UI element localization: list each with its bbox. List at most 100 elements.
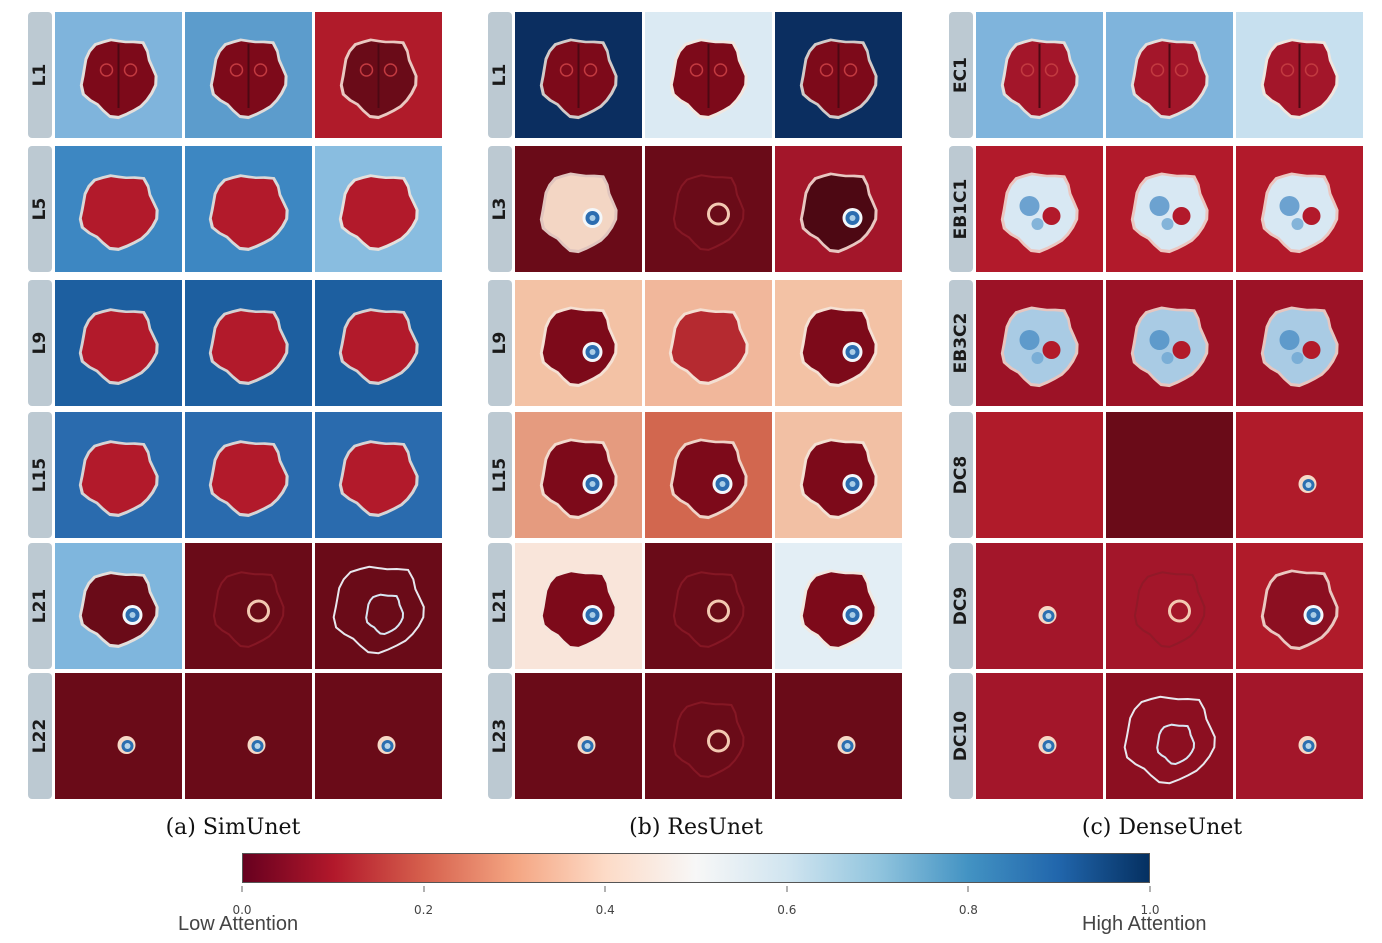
attention-map-tile xyxy=(645,412,772,538)
attention-map-tile xyxy=(515,673,642,799)
attention-map-tile xyxy=(185,280,312,406)
attention-map-tile xyxy=(55,412,182,538)
attention-map-tile xyxy=(185,543,312,669)
colorbar-tick-label: 0.0 xyxy=(232,903,252,917)
layer-label: DC8 xyxy=(949,412,973,538)
layer-label-text: DC10 xyxy=(951,710,971,762)
attention-map-tile xyxy=(55,543,182,669)
colorbar-tick-label: 0.8 xyxy=(958,903,978,917)
layer-label-text: EB3C2 xyxy=(951,312,971,374)
attention-map-tile xyxy=(976,12,1103,138)
attention-map-tile xyxy=(315,673,442,799)
attention-map-tile xyxy=(976,673,1103,799)
attention-map-tile xyxy=(315,412,442,538)
layer-label-text: EB1C1 xyxy=(951,178,971,240)
attention-map-tile xyxy=(1106,146,1233,272)
layer-label-text: L15 xyxy=(30,457,50,493)
attention-map-tile xyxy=(775,12,902,138)
attention-map-tile xyxy=(775,412,902,538)
layer-label: EB3C2 xyxy=(949,280,973,406)
colorbar-tick-label: 0.2 xyxy=(414,903,434,917)
attention-map-tile xyxy=(315,12,442,138)
colorbar-tick-mark xyxy=(423,886,425,892)
colorbar-tick-mark xyxy=(967,886,969,892)
attention-colorbar xyxy=(242,853,1150,883)
layer-label: L15 xyxy=(488,412,512,538)
layer-row: L21 xyxy=(488,543,902,669)
attention-map-tile xyxy=(515,146,642,272)
layer-label: DC10 xyxy=(949,673,973,799)
layer-label: L1 xyxy=(488,12,512,138)
layer-label-text: L1 xyxy=(30,63,50,87)
layer-row: L9 xyxy=(28,280,442,406)
attention-map-tile xyxy=(645,543,772,669)
layer-row: EB1C1 xyxy=(949,146,1363,272)
layer-label: L5 xyxy=(28,146,52,272)
layer-label-text: L23 xyxy=(490,718,510,754)
attention-map-tile xyxy=(976,280,1103,406)
layer-label-text: L21 xyxy=(490,588,510,624)
colorbar-tick-mark xyxy=(604,886,606,892)
attention-map-tile xyxy=(775,146,902,272)
layer-row: L22 xyxy=(28,673,442,799)
low-attention-label: Low Attention xyxy=(178,913,299,935)
attention-map-tile xyxy=(645,146,772,272)
layer-label-text: L22 xyxy=(30,718,50,754)
attention-map-tile xyxy=(645,673,772,799)
attention-map-tile xyxy=(775,673,902,799)
layer-row: DC10 xyxy=(949,673,1363,799)
layer-label-text: L21 xyxy=(30,588,50,624)
layer-label-text: L9 xyxy=(490,331,510,355)
colorbar-tick-mark xyxy=(241,886,243,892)
layer-label: EB1C1 xyxy=(949,146,973,272)
panel-caption: (b) ResUnet xyxy=(629,815,763,840)
panel-caption: (a) SimUnet xyxy=(165,815,301,840)
layer-label-text: EC1 xyxy=(951,57,971,93)
layer-row: EB3C2 xyxy=(949,280,1363,406)
layer-row: L15 xyxy=(488,412,902,538)
layer-label-text: L1 xyxy=(490,63,510,87)
layer-row: DC9 xyxy=(949,543,1363,669)
layer-row: L5 xyxy=(28,146,442,272)
attention-map-tile xyxy=(185,673,312,799)
attention-map-tile xyxy=(976,412,1103,538)
layer-label-text: DC9 xyxy=(951,586,971,626)
attention-map-tile xyxy=(515,412,642,538)
layer-row: L23 xyxy=(488,673,902,799)
attention-map-tile xyxy=(1106,543,1233,669)
attention-map-tile xyxy=(315,280,442,406)
layer-label-text: L15 xyxy=(490,457,510,493)
attention-map-tile xyxy=(1106,412,1233,538)
attention-map-tile xyxy=(976,543,1103,669)
attention-map-tile xyxy=(515,543,642,669)
layer-label: L9 xyxy=(28,280,52,406)
attention-map-tile xyxy=(55,146,182,272)
layer-row: L9 xyxy=(488,280,902,406)
attention-map-tile xyxy=(55,673,182,799)
attention-map-tile xyxy=(1106,280,1233,406)
layer-label: L15 xyxy=(28,412,52,538)
layer-label: L9 xyxy=(488,280,512,406)
attention-map-tile xyxy=(55,280,182,406)
layer-label: L21 xyxy=(488,543,512,669)
attention-map-tile xyxy=(515,280,642,406)
attention-map-tile xyxy=(775,280,902,406)
attention-map-tile xyxy=(645,12,772,138)
layer-row: L1 xyxy=(28,12,442,138)
layer-label: L3 xyxy=(488,146,512,272)
attention-map-tile xyxy=(1236,12,1363,138)
attention-map-tile xyxy=(315,146,442,272)
attention-map-tile xyxy=(55,12,182,138)
layer-row: L1 xyxy=(488,12,902,138)
attention-map-tile xyxy=(1106,673,1233,799)
attention-map-tile xyxy=(185,412,312,538)
layer-row: L15 xyxy=(28,412,442,538)
attention-map-tile xyxy=(1106,12,1233,138)
layer-label: L23 xyxy=(488,673,512,799)
layer-row: DC8 xyxy=(949,412,1363,538)
attention-map-tile xyxy=(515,12,642,138)
attention-map-tile xyxy=(185,146,312,272)
attention-map-tile xyxy=(775,543,902,669)
attention-map-tile xyxy=(976,146,1103,272)
attention-map-tile xyxy=(185,12,312,138)
